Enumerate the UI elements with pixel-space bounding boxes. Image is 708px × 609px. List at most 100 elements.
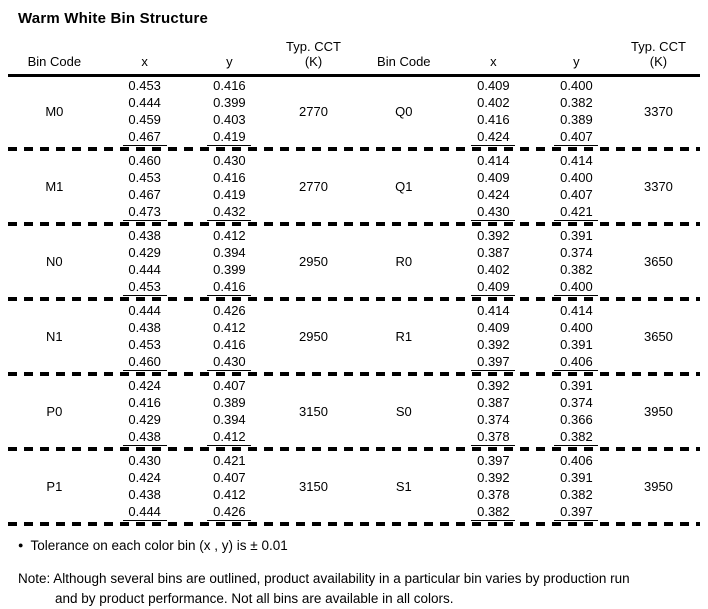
x-cell-value: 0.414 [477,303,510,318]
y-cell-value: 0.382 [560,262,593,277]
y-cell-value: 0.391 [560,228,593,243]
cct-cell: 3150 [270,377,357,446]
bin-code-cell: Q0 [357,76,451,147]
y-cell-value: 0.407 [554,128,599,146]
cct-cell: 2770 [270,76,357,147]
x-cell: 0.392 [451,227,536,244]
x-cell-value: 0.467 [122,128,167,146]
x-cell-value: 0.392 [477,470,510,485]
table-row: 0.459 0.403 0.416 0.389 [8,111,700,128]
y-cell: 0.414 [536,152,617,169]
bin-code-cell-value: M1 [45,179,64,194]
table-row: 0.416 0.389 0.387 0.374 [8,394,700,411]
y-cell: 0.382 [536,428,617,446]
bin-group: P1 0.430 0.421 3150 S1 0.397 0.406 3950 0.424 0.4… [8,452,700,527]
cct-cell: 3950 [617,452,700,521]
cct-cell: 3950 [617,377,700,446]
x-cell: 0.392 [451,336,536,353]
bin-code-cell-value: N1 [46,329,63,344]
x-cell: 0.414 [451,302,536,319]
y-cell: 0.430 [189,353,271,371]
x-cell-value: 0.453 [122,278,167,296]
bin-code-cell: M0 [8,76,101,147]
y-cell-value: 0.412 [213,487,246,502]
x-cell: 0.453 [101,278,189,296]
y-cell: 0.412 [189,319,271,336]
bin-group: P0 0.424 0.407 3150 S0 0.392 0.391 3950 0.416 0.3… [8,377,700,452]
group-separator-dashed-line [8,522,700,526]
x-cell-value: 0.409 [477,170,510,185]
y-cell: 0.430 [189,152,271,169]
separator-row [8,146,700,152]
bin-group: M0 0.453 0.416 2770 Q0 0.409 0.400 3370 0.444 0.3… [8,76,700,153]
bin-code-cell-value: Q0 [395,104,413,119]
cct-header-line1: Typ. CCT [286,39,341,54]
y-cell: 0.382 [536,94,617,111]
y-cell: 0.400 [536,169,617,186]
x-cell: 0.424 [101,377,189,394]
x-cell: 0.409 [451,278,536,296]
x-cell: 0.382 [451,503,536,521]
bin-group: N1 0.444 0.426 2950 R1 0.414 0.414 3650 0.438 0.4… [8,302,700,377]
x-cell: 0.444 [101,302,189,319]
x-cell: 0.460 [101,152,189,169]
bin-code-cell-value: N0 [46,254,63,269]
y-cell-value: 0.391 [560,470,593,485]
table-row: P1 0.430 0.421 3150 S1 0.397 0.406 3950 [8,452,700,494]
y-cell-value: 0.394 [213,245,246,260]
y-cell: 0.407 [536,128,617,146]
bin-code-cell: R0 [357,227,451,296]
y-cell-value: 0.430 [213,153,246,168]
bin-code-cell: N0 [8,227,101,296]
y-cell: 0.394 [189,411,271,428]
x-cell: 0.438 [101,227,189,244]
cct-cell-value: 3150 [299,404,328,419]
x-cell-value: 0.392 [477,378,510,393]
x-cell: 0.473 [101,203,189,221]
x-cell: 0.430 [451,203,536,221]
separator-cell [8,146,700,152]
x-cell-value: 0.460 [122,353,167,371]
x-cell-value: 0.374 [477,412,510,427]
y-cell: 0.419 [189,128,271,146]
y-cell: 0.412 [189,227,271,244]
x-cell-value: 0.416 [128,395,161,410]
table-row: M0 0.453 0.416 2770 Q0 0.409 0.400 3370 [8,76,700,119]
table-row: 0.453 0.416 0.409 0.400 [8,278,700,296]
table-row: 0.453 0.416 0.392 0.391 [8,336,700,353]
cct-cell: 3150 [270,452,357,521]
y-cell-value: 0.430 [207,353,252,371]
table-row: P0 0.424 0.407 3150 S0 0.392 0.391 3950 [8,377,700,419]
y-cell-value: 0.382 [554,428,599,446]
x-cell-value: 0.402 [477,262,510,277]
y-cell: 0.416 [189,336,271,353]
table-row: 0.444 0.399 0.402 0.382 [8,94,700,111]
table-row: N1 0.444 0.426 2950 R1 0.414 0.414 3650 [8,302,700,344]
x-cell: 0.397 [451,452,536,469]
table-row: 0.424 0.407 0.392 0.391 [8,469,700,486]
x-cell: 0.438 [101,428,189,446]
y-cell: 0.403 [189,111,271,128]
y-cell: 0.400 [536,76,617,95]
y-cell: 0.399 [189,261,271,278]
group-separator-dashed-line [8,222,700,226]
separator-cell [8,296,700,302]
table-row: 0.444 0.399 0.402 0.382 [8,261,700,278]
y-cell: 0.426 [189,302,271,319]
y-cell: 0.382 [536,486,617,503]
x-cell: 0.444 [101,503,189,521]
x-cell: 0.387 [451,244,536,261]
x-cell-value: 0.397 [477,453,510,468]
x-cell: 0.409 [451,76,536,95]
cct-cell: 3370 [617,152,700,221]
cct-cell-value: 3950 [643,479,673,494]
group-separator-dashed-line [8,372,700,376]
x-cell-value: 0.387 [477,395,510,410]
x-cell: 0.416 [101,394,189,411]
table-row: 0.467 0.419 0.424 0.407 [8,128,700,146]
table-row: 0.429 0.394 0.374 0.366 [8,411,700,428]
y-cell-value: 0.426 [207,503,252,521]
x-cell: 0.453 [101,76,189,95]
x-cell-value: 0.453 [128,170,161,185]
